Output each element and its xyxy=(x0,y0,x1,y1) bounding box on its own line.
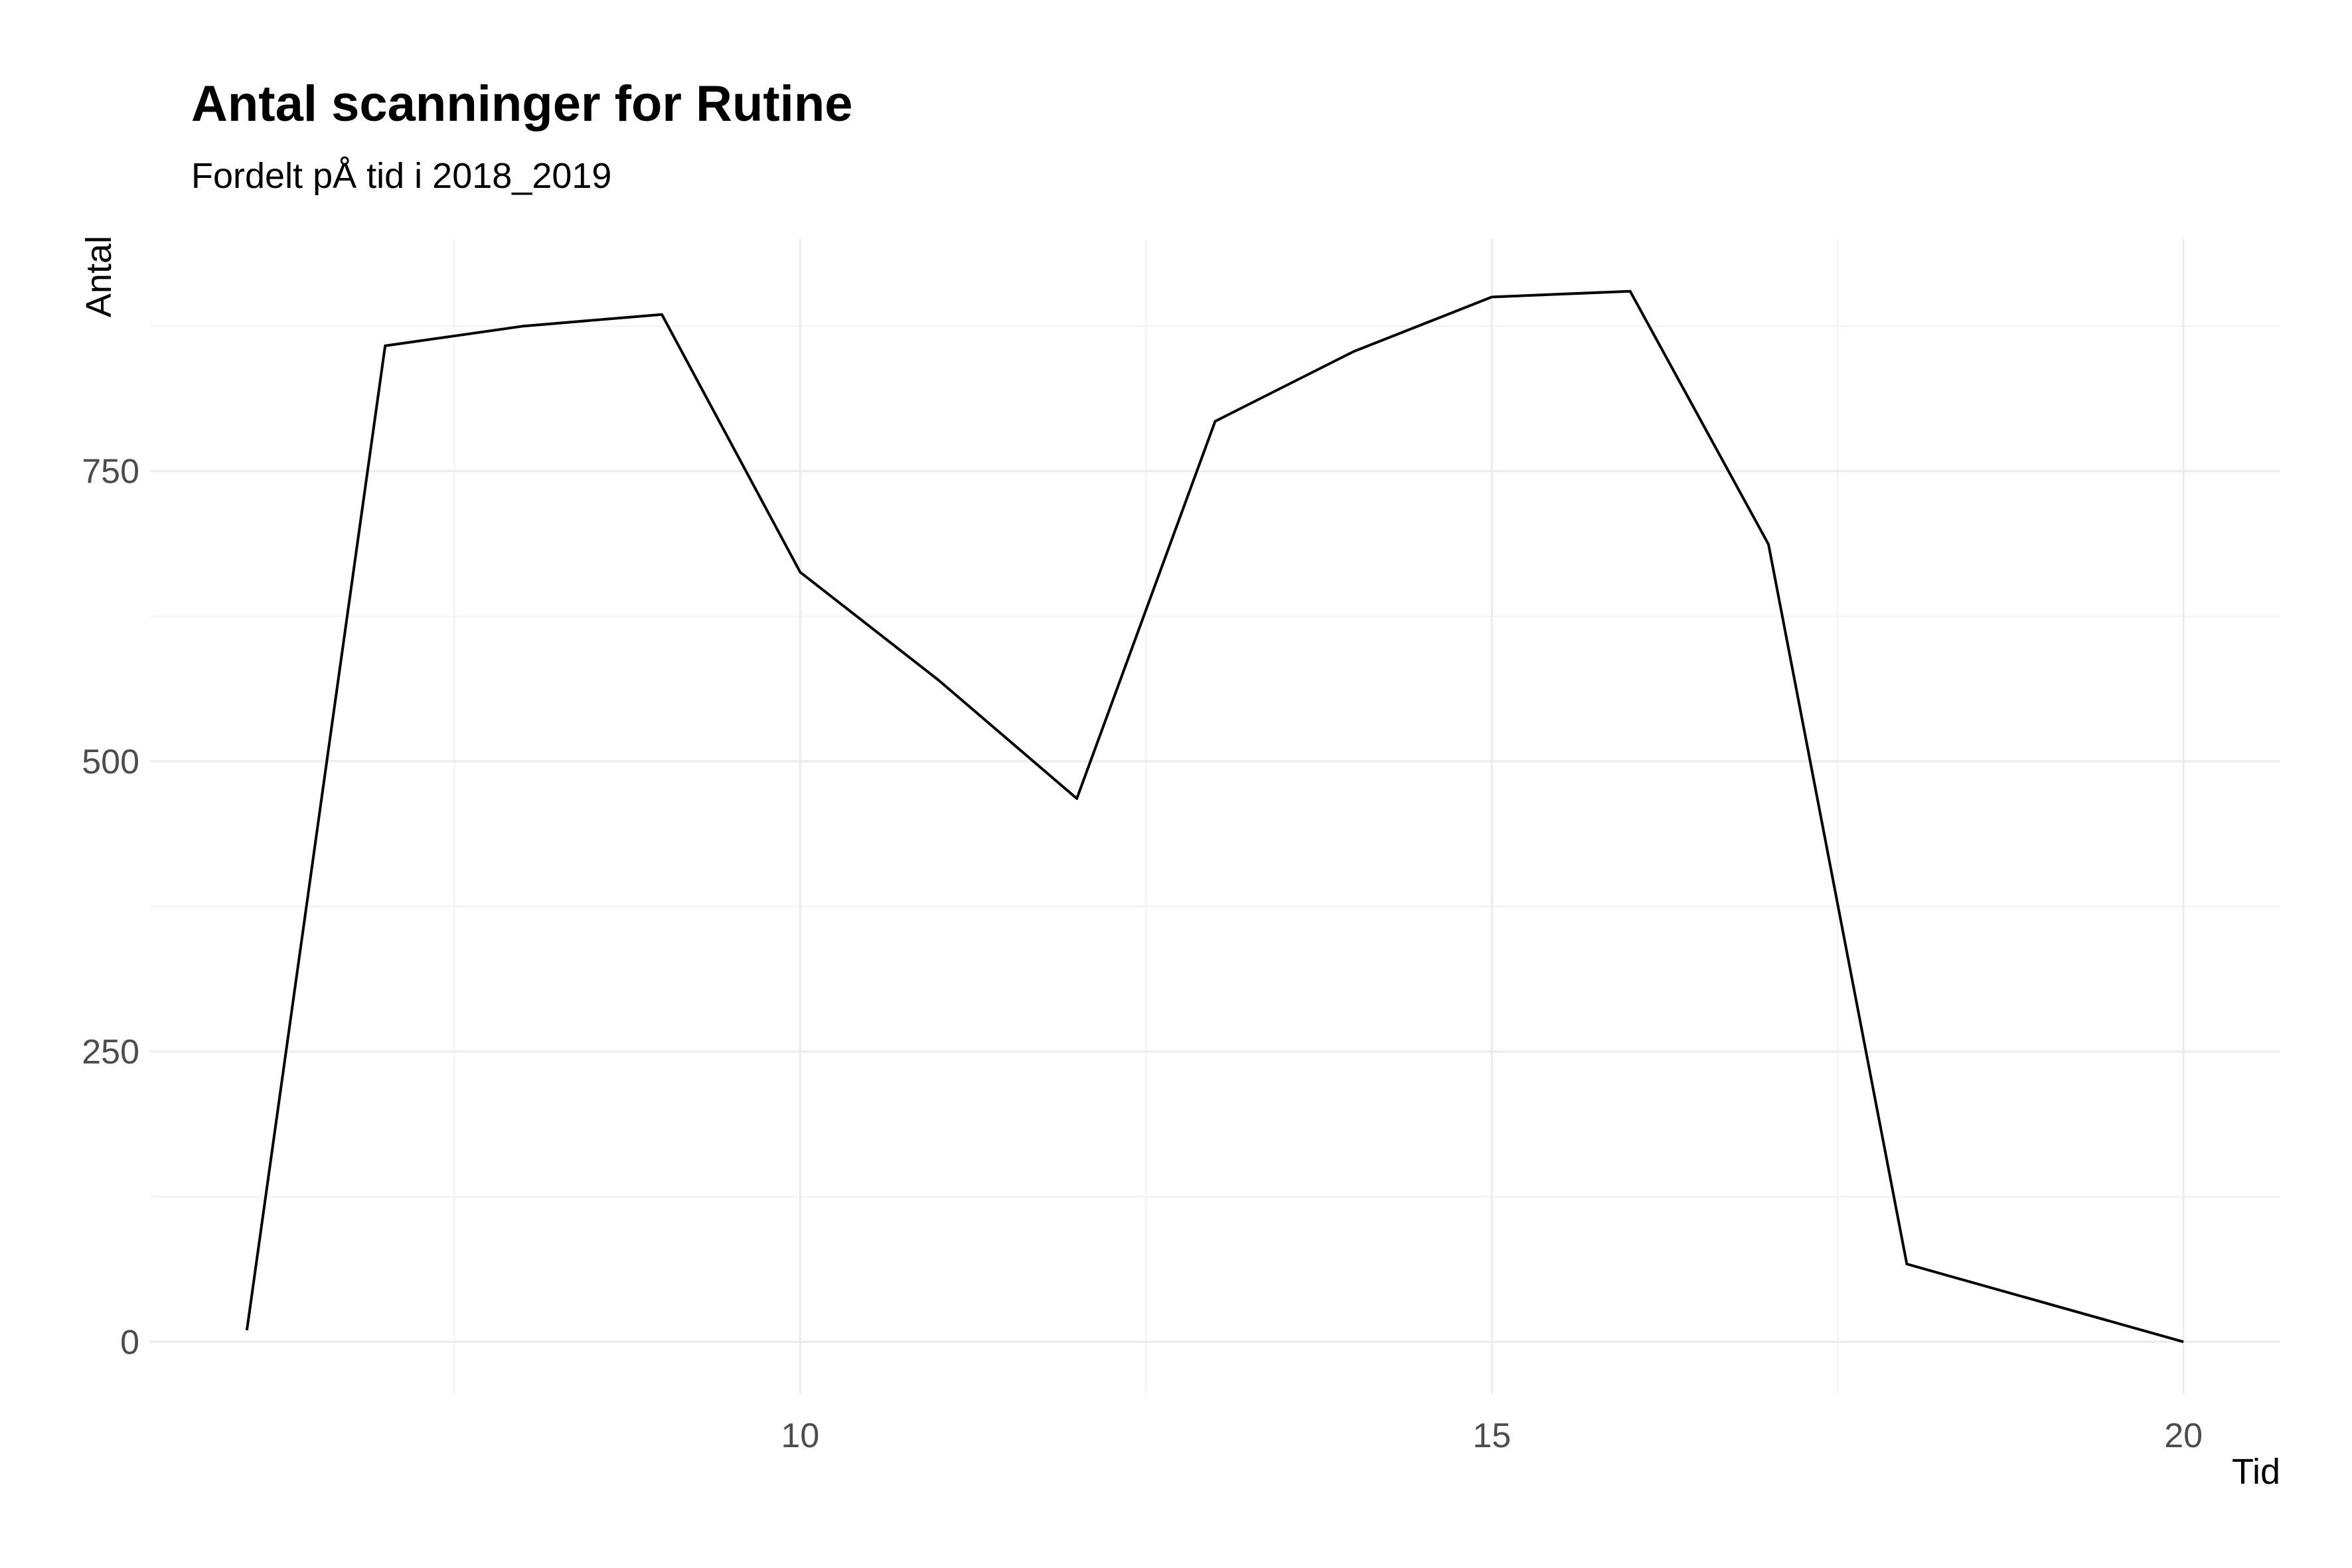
chart-title: Antal scanninger for Rutine xyxy=(191,76,853,132)
y-axis-title: Antal xyxy=(79,236,119,317)
y-tick-label: 500 xyxy=(82,743,139,781)
tick-labels: 10 15 20 0 250 500 750 xyxy=(82,453,2203,1455)
y-tick-label: 0 xyxy=(120,1323,139,1362)
x-tick-label: 20 xyxy=(2164,1417,2203,1455)
grid xyxy=(150,239,2280,1394)
chart-subtitle: Fordelt pÅ tid i 2018_2019 xyxy=(191,156,611,196)
x-tick-label: 10 xyxy=(781,1417,819,1455)
series-line xyxy=(245,289,2184,1344)
y-tick-label: 250 xyxy=(82,1033,139,1071)
x-tick-label: 15 xyxy=(1472,1417,1511,1455)
y-tick-label: 750 xyxy=(82,453,139,491)
x-axis-title: Tid xyxy=(2232,1452,2280,1492)
series-layer xyxy=(245,289,2184,1344)
